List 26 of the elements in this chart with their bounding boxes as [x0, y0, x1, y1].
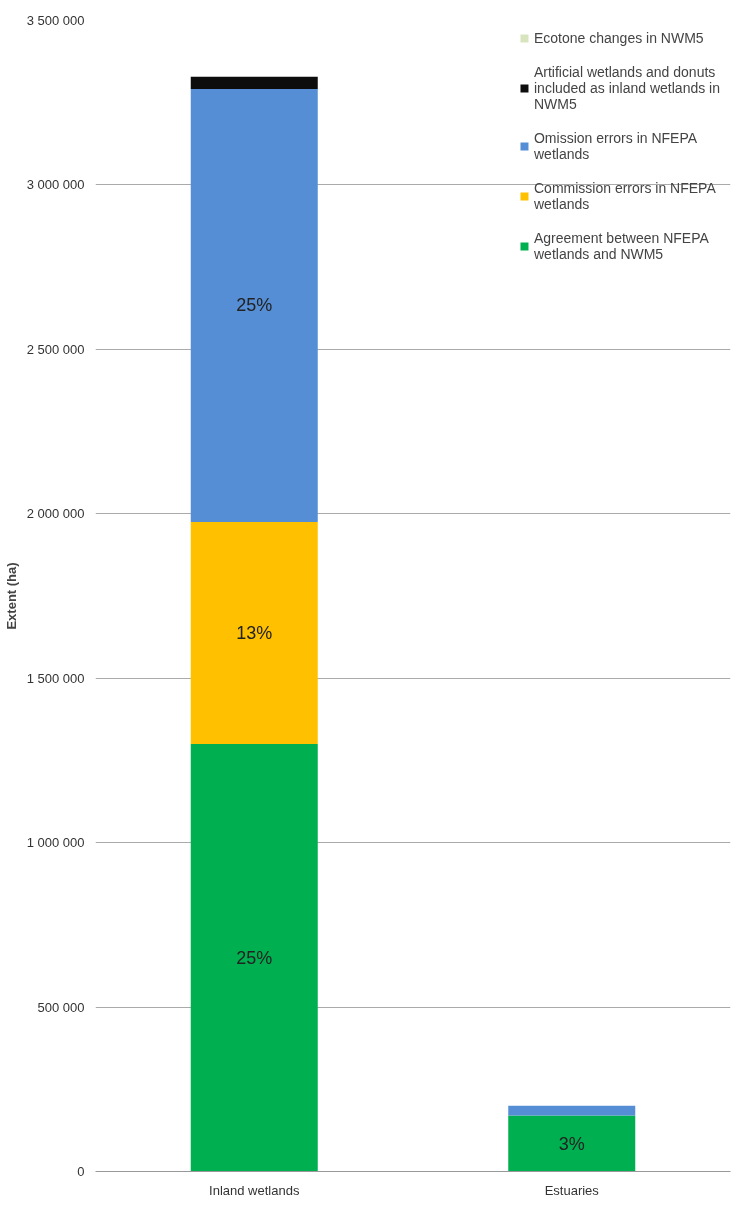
bar [190, 76, 318, 89]
legend-label: Ecotone changes in NWM5 [533, 30, 704, 46]
y-tick-label: 500 000 [37, 999, 85, 1015]
bar [508, 1105, 636, 1116]
legend-label: Commission errors in NFEPA wetlands [533, 180, 716, 212]
annotation: 13% [236, 623, 273, 643]
y-tick-label: 3 500 000 [26, 13, 85, 28]
y-tick-label: 2 500 000 [26, 341, 85, 357]
y-tick-label: 1 000 000 [26, 835, 85, 851]
x-tick-label: Estuaries [544, 1182, 600, 1198]
x-tick-label: Inland wetlands [209, 1182, 300, 1198]
annotation: 25% [236, 295, 273, 316]
legend-label: Omission errors in NFEPA wetlands [533, 130, 698, 162]
y-tick-label: 3 000 000 [26, 177, 85, 193]
legend-label: Artificial wetlands and donuts included as inland wetlands in NWM5 [533, 64, 720, 112]
y-axis-title: Extent (ha) [3, 562, 19, 630]
bar [190, 743, 318, 1172]
legend-label: Agreement between NFEPA wetlands and NWM5 [533, 230, 709, 262]
annotation: 25% [236, 947, 273, 968]
bar [190, 88, 318, 523]
bar [508, 1115, 636, 1172]
y-tick-label: 2 000 000 [26, 506, 85, 522]
y-tick-label: 1 500 000 [26, 670, 85, 686]
y-tick-label: 0 [77, 1164, 85, 1179]
annotation: 3% [558, 1133, 585, 1154]
bar [190, 522, 318, 744]
